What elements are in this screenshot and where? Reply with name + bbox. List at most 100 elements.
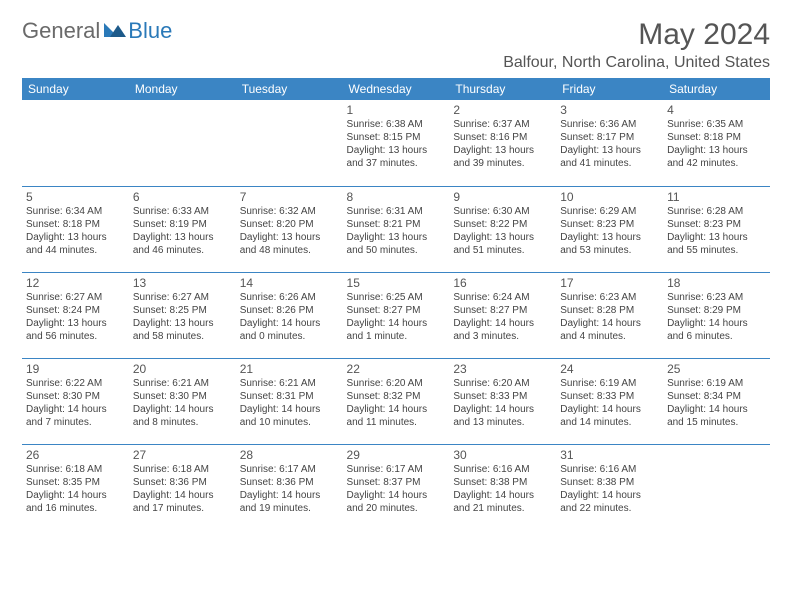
- sunset-text: Sunset: 8:33 PM: [560, 390, 659, 403]
- day-header: Saturday: [663, 78, 770, 100]
- day-info: Sunrise: 6:30 AMSunset: 8:22 PMDaylight:…: [453, 205, 552, 257]
- daylight-text: Daylight: 13 hours and 44 minutes.: [26, 231, 125, 257]
- sunset-text: Sunset: 8:18 PM: [26, 218, 125, 231]
- sunrise-text: Sunrise: 6:17 AM: [240, 463, 339, 476]
- sunset-text: Sunset: 8:19 PM: [133, 218, 232, 231]
- calendar-week-row: 19Sunrise: 6:22 AMSunset: 8:30 PMDayligh…: [22, 358, 770, 444]
- sunrise-text: Sunrise: 6:30 AM: [453, 205, 552, 218]
- day-number: 26: [26, 448, 125, 462]
- daylight-text: Daylight: 13 hours and 51 minutes.: [453, 231, 552, 257]
- sunset-text: Sunset: 8:20 PM: [240, 218, 339, 231]
- day-number: 12: [26, 276, 125, 290]
- calendar-day-cell: 11Sunrise: 6:28 AMSunset: 8:23 PMDayligh…: [663, 186, 770, 272]
- day-number: 18: [667, 276, 766, 290]
- day-number: 23: [453, 362, 552, 376]
- day-info: Sunrise: 6:28 AMSunset: 8:23 PMDaylight:…: [667, 205, 766, 257]
- sunrise-text: Sunrise: 6:19 AM: [560, 377, 659, 390]
- calendar-day-cell: 5Sunrise: 6:34 AMSunset: 8:18 PMDaylight…: [22, 186, 129, 272]
- sunrise-text: Sunrise: 6:21 AM: [240, 377, 339, 390]
- daylight-text: Daylight: 14 hours and 1 minute.: [347, 317, 446, 343]
- sunset-text: Sunset: 8:30 PM: [26, 390, 125, 403]
- calendar-week-row: 5Sunrise: 6:34 AMSunset: 8:18 PMDaylight…: [22, 186, 770, 272]
- sunset-text: Sunset: 8:23 PM: [667, 218, 766, 231]
- day-info: Sunrise: 6:35 AMSunset: 8:18 PMDaylight:…: [667, 118, 766, 170]
- calendar-day-cell: 22Sunrise: 6:20 AMSunset: 8:32 PMDayligh…: [343, 358, 450, 444]
- sunset-text: Sunset: 8:21 PM: [347, 218, 446, 231]
- header: General Blue May 2024 Balfour, North Car…: [22, 18, 770, 72]
- calendar-day-cell: 2Sunrise: 6:37 AMSunset: 8:16 PMDaylight…: [449, 100, 556, 186]
- sunset-text: Sunset: 8:17 PM: [560, 131, 659, 144]
- calendar-day-cell: [236, 100, 343, 186]
- sunset-text: Sunset: 8:23 PM: [560, 218, 659, 231]
- day-number: 16: [453, 276, 552, 290]
- calendar-day-cell: 1Sunrise: 6:38 AMSunset: 8:15 PMDaylight…: [343, 100, 450, 186]
- day-number: 3: [560, 103, 659, 117]
- day-number: 20: [133, 362, 232, 376]
- day-number: 25: [667, 362, 766, 376]
- day-info: Sunrise: 6:20 AMSunset: 8:32 PMDaylight:…: [347, 377, 446, 429]
- day-header: Tuesday: [236, 78, 343, 100]
- day-number: 5: [26, 190, 125, 204]
- daylight-text: Daylight: 14 hours and 7 minutes.: [26, 403, 125, 429]
- day-number: 11: [667, 190, 766, 204]
- sunset-text: Sunset: 8:38 PM: [560, 476, 659, 489]
- sunset-text: Sunset: 8:36 PM: [133, 476, 232, 489]
- sunset-text: Sunset: 8:29 PM: [667, 304, 766, 317]
- calendar-day-cell: 14Sunrise: 6:26 AMSunset: 8:26 PMDayligh…: [236, 272, 343, 358]
- sunrise-text: Sunrise: 6:31 AM: [347, 205, 446, 218]
- daylight-text: Daylight: 14 hours and 13 minutes.: [453, 403, 552, 429]
- sunset-text: Sunset: 8:22 PM: [453, 218, 552, 231]
- day-info: Sunrise: 6:27 AMSunset: 8:25 PMDaylight:…: [133, 291, 232, 343]
- sunrise-text: Sunrise: 6:26 AM: [240, 291, 339, 304]
- day-number: 17: [560, 276, 659, 290]
- sunset-text: Sunset: 8:27 PM: [453, 304, 552, 317]
- sunset-text: Sunset: 8:26 PM: [240, 304, 339, 317]
- day-info: Sunrise: 6:17 AMSunset: 8:37 PMDaylight:…: [347, 463, 446, 515]
- day-info: Sunrise: 6:27 AMSunset: 8:24 PMDaylight:…: [26, 291, 125, 343]
- calendar-day-cell: 9Sunrise: 6:30 AMSunset: 8:22 PMDaylight…: [449, 186, 556, 272]
- calendar-day-cell: 29Sunrise: 6:17 AMSunset: 8:37 PMDayligh…: [343, 444, 450, 530]
- sunrise-text: Sunrise: 6:27 AM: [26, 291, 125, 304]
- day-number: 24: [560, 362, 659, 376]
- sunset-text: Sunset: 8:16 PM: [453, 131, 552, 144]
- daylight-text: Daylight: 14 hours and 15 minutes.: [667, 403, 766, 429]
- day-info: Sunrise: 6:19 AMSunset: 8:33 PMDaylight:…: [560, 377, 659, 429]
- sunrise-text: Sunrise: 6:23 AM: [667, 291, 766, 304]
- title-block: May 2024 Balfour, North Carolina, United…: [503, 18, 770, 72]
- day-number: 28: [240, 448, 339, 462]
- daylight-text: Daylight: 14 hours and 14 minutes.: [560, 403, 659, 429]
- daylight-text: Daylight: 13 hours and 46 minutes.: [133, 231, 232, 257]
- daylight-text: Daylight: 13 hours and 39 minutes.: [453, 144, 552, 170]
- day-info: Sunrise: 6:19 AMSunset: 8:34 PMDaylight:…: [667, 377, 766, 429]
- day-info: Sunrise: 6:16 AMSunset: 8:38 PMDaylight:…: [560, 463, 659, 515]
- sunset-text: Sunset: 8:33 PM: [453, 390, 552, 403]
- day-info: Sunrise: 6:26 AMSunset: 8:26 PMDaylight:…: [240, 291, 339, 343]
- day-info: Sunrise: 6:21 AMSunset: 8:31 PMDaylight:…: [240, 377, 339, 429]
- day-info: Sunrise: 6:31 AMSunset: 8:21 PMDaylight:…: [347, 205, 446, 257]
- day-number: 27: [133, 448, 232, 462]
- day-number: 30: [453, 448, 552, 462]
- calendar-day-cell: 15Sunrise: 6:25 AMSunset: 8:27 PMDayligh…: [343, 272, 450, 358]
- sunrise-text: Sunrise: 6:32 AM: [240, 205, 339, 218]
- calendar-week-row: 1Sunrise: 6:38 AMSunset: 8:15 PMDaylight…: [22, 100, 770, 186]
- calendar-day-cell: 16Sunrise: 6:24 AMSunset: 8:27 PMDayligh…: [449, 272, 556, 358]
- day-number: 19: [26, 362, 125, 376]
- day-info: Sunrise: 6:18 AMSunset: 8:35 PMDaylight:…: [26, 463, 125, 515]
- sunrise-text: Sunrise: 6:29 AM: [560, 205, 659, 218]
- day-info: Sunrise: 6:17 AMSunset: 8:36 PMDaylight:…: [240, 463, 339, 515]
- sunrise-text: Sunrise: 6:25 AM: [347, 291, 446, 304]
- calendar-day-cell: 28Sunrise: 6:17 AMSunset: 8:36 PMDayligh…: [236, 444, 343, 530]
- calendar-day-cell: 13Sunrise: 6:27 AMSunset: 8:25 PMDayligh…: [129, 272, 236, 358]
- day-info: Sunrise: 6:25 AMSunset: 8:27 PMDaylight:…: [347, 291, 446, 343]
- day-number: 9: [453, 190, 552, 204]
- daylight-text: Daylight: 14 hours and 20 minutes.: [347, 489, 446, 515]
- sunrise-text: Sunrise: 6:22 AM: [26, 377, 125, 390]
- day-info: Sunrise: 6:29 AMSunset: 8:23 PMDaylight:…: [560, 205, 659, 257]
- sunrise-text: Sunrise: 6:23 AM: [560, 291, 659, 304]
- day-info: Sunrise: 6:18 AMSunset: 8:36 PMDaylight:…: [133, 463, 232, 515]
- sunrise-text: Sunrise: 6:20 AM: [453, 377, 552, 390]
- day-info: Sunrise: 6:16 AMSunset: 8:38 PMDaylight:…: [453, 463, 552, 515]
- calendar-day-cell: 30Sunrise: 6:16 AMSunset: 8:38 PMDayligh…: [449, 444, 556, 530]
- day-number: 4: [667, 103, 766, 117]
- daylight-text: Daylight: 14 hours and 22 minutes.: [560, 489, 659, 515]
